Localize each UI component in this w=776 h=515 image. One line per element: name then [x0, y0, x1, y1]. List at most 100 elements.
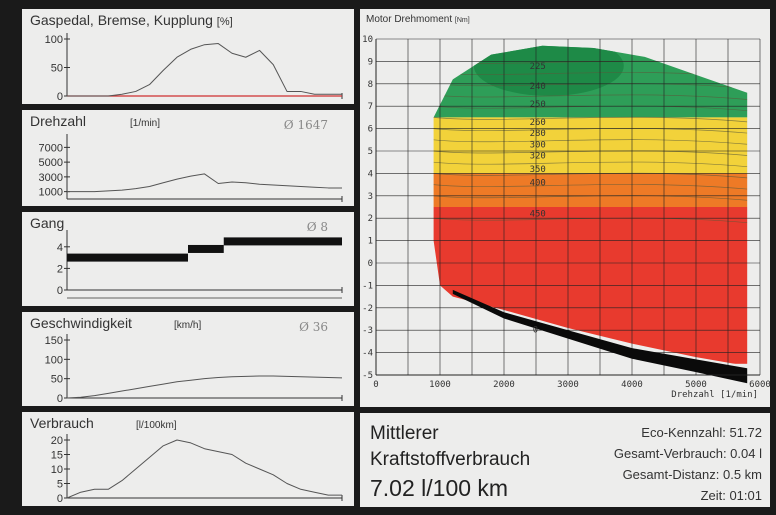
eco-score: Eco-Kennzahl: 51.72: [641, 425, 762, 440]
motor-y-tick-label: 9: [368, 57, 373, 67]
fuel-title: Verbrauch: [30, 415, 94, 431]
zone-band-orange: [433, 173, 748, 207]
y-tick-label: 50: [51, 374, 63, 386]
motor-y-tick-label: 7: [368, 102, 373, 112]
torque-contour-line: [433, 161, 748, 168]
motor-y-tick-label: 4: [368, 169, 373, 179]
speed-unit: [km/h]: [174, 320, 202, 331]
y-tick-label: 0: [57, 493, 63, 505]
summary-panel: Mittlerer Kraftstoffverbrauch 7.02 l/100…: [360, 413, 770, 507]
motor-y-tick-label: -3: [362, 326, 373, 336]
motor-y-tick-label: 10: [362, 35, 373, 45]
torque-contour-line: [433, 83, 748, 89]
motor-x-tick-label: 6000: [749, 380, 770, 390]
motor-x-tick-label: 2000: [493, 380, 515, 390]
motor-y-tick-label: 1: [368, 237, 373, 247]
contour-label: 400: [530, 178, 546, 188]
y-tick-label: 20: [51, 435, 63, 447]
motor-x-tick-label: 4000: [621, 380, 643, 390]
contour-label: 225: [530, 62, 546, 72]
contour-label: 320: [530, 151, 546, 161]
torque-contour-line: [433, 139, 748, 145]
y-tick-label: 7000: [39, 142, 63, 154]
summary-value: 7.02 l/100 km: [370, 475, 509, 501]
y-tick-label: 4: [57, 242, 63, 254]
motor-x-tick-label: 3000: [557, 380, 579, 390]
motor-y-tick-label: -4: [362, 349, 373, 359]
gear-average: Ø 8: [306, 220, 328, 234]
torque-contour-line: [433, 150, 748, 156]
y-tick-label: 150: [45, 335, 63, 347]
motor-y-tick-label: -5: [362, 371, 373, 381]
gear-segment: [223, 237, 342, 246]
contour-label: 450: [530, 210, 546, 220]
torque-contour-line: [433, 94, 748, 100]
y-tick-label: 0: [57, 393, 63, 405]
motor-title: Motor Drehmoment [Nm]: [366, 14, 470, 25]
torque-contour-line: [433, 105, 748, 112]
motor-y-tick-label: 5: [368, 147, 373, 157]
contour-label: 260: [530, 118, 546, 128]
zone-core-green: [473, 45, 624, 96]
motor-title-text: Motor Drehmoment: [366, 14, 453, 25]
torque-contour-line: [433, 172, 748, 179]
rpm-average: Ø 1647: [283, 118, 328, 132]
motor-x-axis-label: Drehzahl [1/min]: [671, 390, 758, 400]
y-tick-label: 2: [57, 263, 63, 275]
fuel-panel: Verbrauch [l/100km] 20 15 10 5 0: [22, 412, 354, 506]
motor-panel: Motor Drehmoment [Nm] 225 240 250 260 280 300…: [360, 9, 770, 407]
y-tick-label: 100: [45, 354, 63, 366]
motor-x-tick-label: 5000: [685, 380, 707, 390]
motor-y-tick-label: 6: [368, 125, 373, 135]
rpm-panel: Drehzahl [1/min] Ø 1647 7000 5000 3000 1000: [22, 110, 354, 206]
motor-y-tick-label: 8: [368, 80, 373, 90]
y-tick-label: 10: [51, 464, 63, 476]
contour-label: 300: [530, 140, 546, 150]
fuel-unit: [l/100km]: [136, 420, 177, 431]
contour-label: 250: [530, 100, 546, 110]
trip-time: Zeit: 01:01: [700, 488, 762, 503]
motor-y-tick-label: 0: [368, 259, 373, 269]
speed-chart: 150 100 50 0: [45, 334, 343, 405]
y-tick-label: 0: [57, 91, 63, 103]
torque-contour-line: [433, 116, 748, 123]
speed-panel: Geschwindigkeit [km/h] Ø 36 150 100 50 0: [22, 312, 354, 406]
y-tick-label: 15: [51, 450, 63, 462]
motor-map-chart: 2252402502602803003203504004500109876543…: [362, 35, 770, 400]
gear-segment: [188, 244, 224, 253]
summary-label-line2: Kraftstoffverbrauch: [370, 449, 531, 470]
contour-label: 280: [530, 129, 546, 139]
y-tick-label: 1000: [39, 187, 63, 199]
motor-y-tick-label: -1: [362, 281, 373, 291]
pedal-unit: [%]: [216, 16, 233, 28]
motor-unit: [Nm]: [454, 17, 470, 24]
motor-y-tick-label: -2: [362, 304, 373, 314]
motor-x-tick-label: 0: [373, 380, 378, 390]
motor-y-tick-label: 2: [368, 214, 373, 224]
torque-contour-line: [433, 128, 748, 134]
gear-chart: 4 2 0: [57, 230, 343, 299]
total-distance: Gesamt-Distanz: 0.5 km: [622, 467, 762, 482]
contour-label: 350: [530, 165, 546, 175]
speed-title: Geschwindigkeit: [30, 315, 132, 331]
torque-contour-line: [433, 195, 748, 201]
rpm-title: Drehzahl: [30, 113, 87, 129]
total-fuel: Gesamt-Verbrauch: 0.04 l: [613, 446, 762, 461]
rpm-unit: [1/min]: [130, 118, 161, 129]
fuel-series-line: [66, 439, 342, 499]
drag-zero-label: 0: [533, 325, 538, 335]
y-tick-label: 5: [57, 479, 63, 491]
pedal-chart: 100 50 0: [45, 33, 343, 103]
speed-average: Ø 36: [299, 320, 328, 334]
y-tick-label: 5000: [39, 157, 63, 169]
y-tick-label: 3000: [39, 172, 63, 184]
motor-y-tick-label: 3: [368, 192, 373, 202]
throttle-series-line: [67, 43, 342, 97]
speed-series-line: [66, 375, 343, 399]
gear-segment: [67, 253, 188, 262]
pedal-title: Gaspedal, Bremse, Kupplung [%]: [30, 12, 233, 28]
fuel-chart: 20 15 10 5 0: [51, 434, 343, 505]
pedal-title-text: Gaspedal, Bremse, Kupplung: [30, 12, 213, 28]
rpm-series-line: [67, 173, 342, 193]
motor-x-tick-label: 1000: [429, 380, 451, 390]
